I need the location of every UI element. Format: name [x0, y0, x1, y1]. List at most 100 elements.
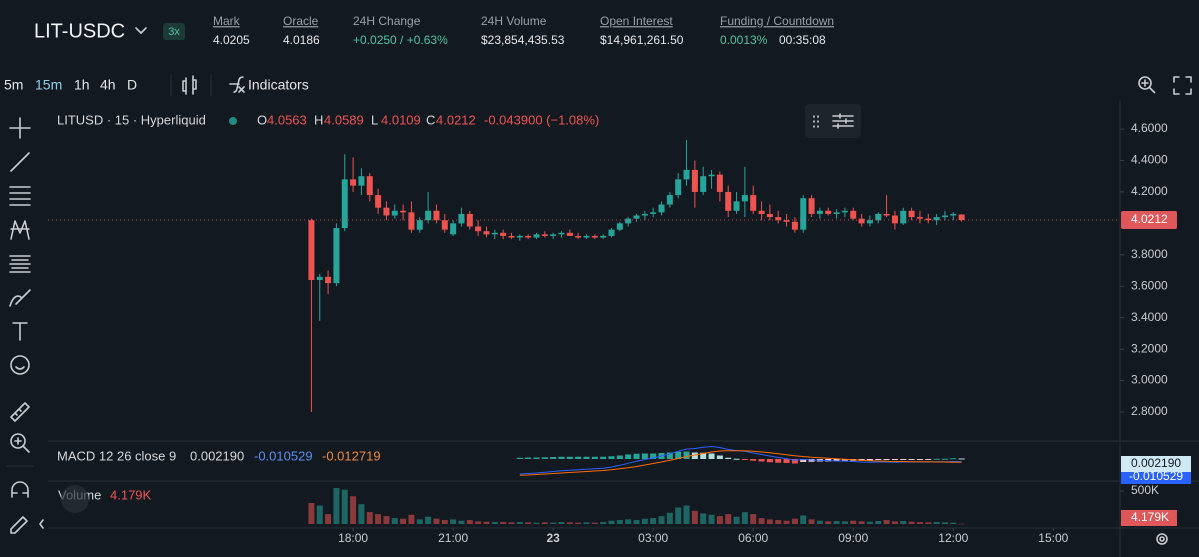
volume-bar — [758, 518, 765, 524]
interval-button[interactable]: 1h — [74, 77, 90, 93]
volume-bar — [408, 514, 415, 524]
indicators-icon[interactable] — [229, 76, 245, 93]
hist-axis-box — [1121, 456, 1191, 472]
candle-body — [716, 174, 723, 192]
stat-label: 24H Change — [353, 14, 421, 28]
candle-body — [850, 210, 857, 219]
volume-bar — [791, 518, 798, 524]
volume-bar — [525, 522, 532, 524]
last-price-box — [1121, 211, 1177, 230]
brush-tool[interactable] — [9, 289, 31, 307]
trendline-tool[interactable] — [10, 152, 30, 172]
candle-body — [583, 235, 590, 238]
candle-body — [433, 210, 440, 221]
leverage: 3x — [168, 26, 180, 38]
interval-button[interactable]: D — [127, 77, 137, 93]
candle-body — [366, 176, 373, 196]
indicators-button[interactable]: Indicators — [248, 77, 309, 93]
fib-tool[interactable] — [9, 186, 31, 206]
macd-histogram-bar — [800, 459, 807, 462]
macd-histogram-bar — [616, 455, 623, 459]
macd-histogram-bar — [591, 456, 598, 459]
interval-button[interactable]: 5m — [4, 77, 23, 93]
volume-bar — [633, 520, 640, 524]
stat-label: 24H Volume — [481, 14, 547, 28]
volume-bar — [825, 521, 832, 524]
volume-bar — [391, 518, 398, 524]
candle-body — [808, 198, 815, 214]
candle-body — [725, 191, 732, 211]
plot-area: 4.6000 4.4000 4.2000 3.8000 3.6000 3.4000 3.20… — [48, 112, 1191, 545]
stat-value: 00:35:08 — [779, 33, 826, 47]
macd-histogram-bar — [958, 458, 965, 460]
pair-dropdown[interactable] — [135, 27, 147, 34]
macd-histogram-bar — [641, 453, 648, 459]
floating-settings[interactable] — [805, 104, 861, 138]
x-tick-label: 03:00 — [638, 531, 668, 545]
pane-control[interactable] — [61, 485, 89, 513]
candle-body — [875, 213, 882, 221]
interval-button[interactable]: 15m — [35, 77, 62, 93]
chart-type-icon[interactable] — [182, 75, 197, 95]
candle-body — [391, 210, 398, 216]
candle-body — [641, 213, 648, 216]
time-settings[interactable] — [1156, 533, 1168, 545]
candle-body — [675, 179, 682, 196]
stat-value: 0.0013% — [720, 33, 768, 47]
emoji-tool[interactable] — [10, 355, 30, 375]
zoom-icon[interactable] — [1138, 76, 1156, 94]
volume-bar — [475, 521, 482, 524]
volume-bar — [666, 512, 673, 524]
volume-bar — [925, 522, 932, 524]
volume-bar — [900, 521, 907, 524]
fullscreen-icon[interactable] — [1173, 76, 1192, 95]
volume-bar — [658, 516, 665, 524]
candle-body — [358, 176, 365, 186]
crosshair-tool[interactable] — [9, 117, 31, 139]
volume-bar — [575, 522, 582, 524]
macd-histogram-bar — [825, 459, 832, 462]
macd-title: MACD 12 26 close 9 — [57, 448, 176, 463]
candle-body — [541, 234, 548, 236]
volume-bar — [558, 522, 565, 524]
macd-histogram-bar — [758, 459, 765, 462]
volume-bar — [941, 522, 948, 524]
macd-histogram-bar — [600, 456, 607, 459]
candle-body — [733, 201, 740, 211]
candle-body — [950, 213, 957, 216]
volume-axis-label: 4.179K — [1131, 510, 1169, 524]
candle-body — [333, 228, 340, 284]
macd-histogram-bar — [908, 459, 915, 460]
volume-bar — [716, 516, 723, 524]
macd-histogram-bar — [733, 458, 740, 460]
candle-body — [800, 198, 807, 230]
x-tick-label: 15:00 — [1038, 531, 1068, 545]
macd-histogram-bar — [608, 456, 615, 459]
candle-body — [900, 210, 907, 224]
candle-body — [766, 213, 773, 218]
lock-tool[interactable] — [10, 516, 28, 534]
macd-histogram-bar — [675, 451, 682, 459]
collapse-toolbar[interactable] — [39, 519, 44, 529]
macd-histogram-bar — [575, 456, 582, 459]
macd-histogram-bar — [941, 458, 948, 460]
macd-histogram-bar — [558, 456, 565, 459]
forecast-tool[interactable] — [9, 255, 31, 273]
interval-button[interactable]: 4h — [100, 77, 116, 93]
measure-tool[interactable] — [10, 402, 30, 422]
volume-bar — [866, 521, 873, 524]
stat-value: $14,961,261.50 — [600, 33, 684, 47]
candle-body — [816, 210, 823, 214]
zoom-tool[interactable] — [10, 433, 30, 453]
candle-body — [558, 232, 565, 235]
candle-body — [858, 218, 865, 224]
pattern-tool[interactable] — [10, 220, 30, 240]
candle-body — [925, 218, 932, 221]
pair-name[interactable]: LIT-USDC — [34, 20, 125, 42]
ohlc-label: L — [371, 112, 378, 127]
volume-bar — [725, 514, 732, 524]
candle-body — [525, 235, 532, 238]
text-tool[interactable] — [12, 322, 28, 341]
magnet-tool[interactable] — [11, 481, 29, 498]
candle-body — [450, 223, 457, 235]
